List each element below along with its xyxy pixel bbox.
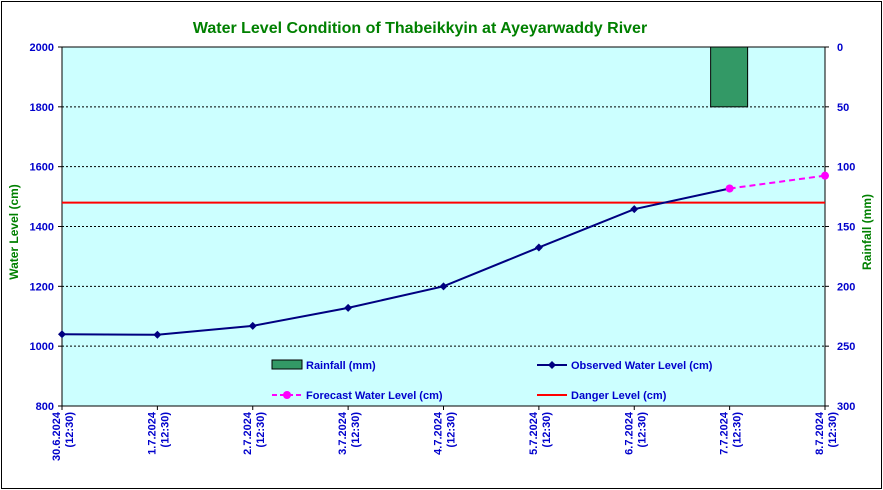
y-left-tick-label: 2000 xyxy=(30,42,54,54)
x-tick-label-time: (12:30) xyxy=(827,412,839,448)
legend-label: Danger Level (cm) xyxy=(571,390,667,402)
x-tick-label-date: 8.7.2024 xyxy=(814,411,826,455)
rainfall-bar xyxy=(710,46,749,108)
y-right-tick-label: 50 xyxy=(837,102,849,114)
x-tick-label-date: 7.7.2024 xyxy=(719,411,731,455)
chart-title: Water Level Condition of Thabeikkyin at … xyxy=(193,20,647,37)
legend-forecast-marker xyxy=(283,391,291,399)
y-right-tick-label: 100 xyxy=(837,162,855,174)
observed-water-level-line xyxy=(61,187,730,336)
y-right-tick-label: 150 xyxy=(837,222,855,234)
x-tick-label-date: 5.7.2024 xyxy=(528,411,540,455)
y-right-tick-label: 300 xyxy=(837,401,855,413)
y-left-tick-label: 1000 xyxy=(30,341,54,353)
y-left-tick-label: 800 xyxy=(36,401,54,413)
observed-point xyxy=(58,330,66,339)
x-tick-label-date: 6.7.2024 xyxy=(623,411,635,455)
observed-point xyxy=(534,243,543,252)
legend-label: Forecast Water Level (cm) xyxy=(306,390,443,402)
x-tick-label-time: (12:30) xyxy=(64,412,76,448)
legend-rainfall-swatch xyxy=(271,359,303,370)
observed-point xyxy=(344,303,353,312)
observed-point xyxy=(153,330,162,339)
x-tick-label-time: (12:30) xyxy=(541,412,553,448)
legend-observed-marker xyxy=(548,361,556,369)
y-left-tick-label: 1400 xyxy=(30,222,54,234)
x-tick-label-time: (12:30) xyxy=(255,412,267,448)
x-tick-label-time: (12:30) xyxy=(732,412,744,448)
legend-label: Observed Water Level (cm) xyxy=(571,360,713,372)
x-tick-label-time: (12:30) xyxy=(636,412,648,448)
y-right-tick-label: 250 xyxy=(837,341,855,353)
x-tick-label-date: 3.7.2024 xyxy=(337,411,349,455)
observed-point xyxy=(630,205,639,214)
y-right-tick-label: 0 xyxy=(837,42,843,54)
observed-point xyxy=(439,282,448,291)
y-left-tick-label: 1800 xyxy=(30,102,54,114)
forecast-point xyxy=(725,184,734,193)
x-tick-label-time: (12:30) xyxy=(159,412,171,448)
x-tick-label-date: 1.7.2024 xyxy=(146,411,158,455)
x-tick-label-date: 4.7.2024 xyxy=(433,411,445,455)
legend-label: Rainfall (mm) xyxy=(306,360,376,372)
y-axis-right-title: Rainfall (mm) xyxy=(860,194,874,270)
x-tick-label-date: 2.7.2024 xyxy=(242,411,254,455)
x-tick-label-date: 30.6.2024 xyxy=(51,411,63,461)
x-tick-label-time: (12:30) xyxy=(350,412,362,448)
forecast-point xyxy=(821,171,829,180)
y-left-tick-label: 1200 xyxy=(30,281,54,293)
forecast-water-level-line xyxy=(729,174,826,190)
x-tick-label-time: (12:30) xyxy=(446,412,458,448)
y-left-tick-label: 1600 xyxy=(30,162,54,174)
observed-point xyxy=(248,321,257,330)
y-right-tick-label: 200 xyxy=(837,281,855,293)
y-axis-left-title: Water Level (cm) xyxy=(7,184,21,280)
